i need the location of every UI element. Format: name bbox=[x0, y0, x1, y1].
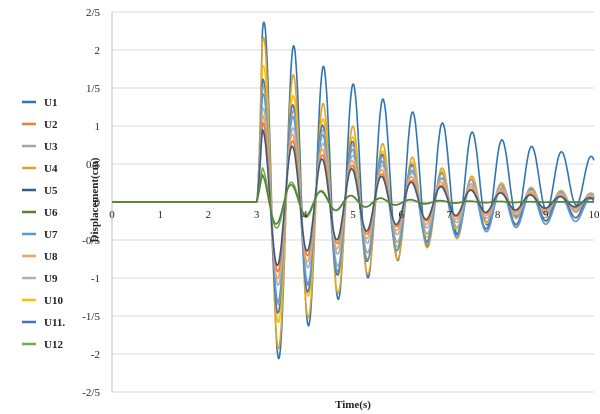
y-tick-label: -0/5 bbox=[82, 235, 100, 247]
y-tick-label: -2 bbox=[91, 349, 100, 361]
legend-label: U3 bbox=[44, 141, 58, 153]
y-tick-label: 2/5 bbox=[86, 7, 101, 19]
legend-label: U5 bbox=[44, 185, 58, 197]
x-tick-label: 6 bbox=[398, 209, 404, 221]
y-tick-label: -2/5 bbox=[82, 387, 100, 399]
y-tick-label: 0 bbox=[95, 197, 101, 209]
x-tick-label: 5 bbox=[350, 209, 356, 221]
legend-label: U4 bbox=[44, 163, 58, 175]
x-tick-label: 9 bbox=[543, 209, 549, 221]
x-axis-title: Time(s) bbox=[335, 399, 371, 411]
x-tick-label: 1 bbox=[157, 209, 163, 221]
y-axis-title: Displacement(cm) bbox=[89, 157, 101, 242]
series-lines bbox=[111, 21, 595, 360]
x-tick-label: 8 bbox=[495, 209, 501, 221]
legend-label: U6 bbox=[44, 207, 58, 219]
y-tick-label: 1 bbox=[95, 121, 101, 133]
x-tick-label: 7 bbox=[447, 209, 453, 221]
x-tick-label: 3 bbox=[254, 209, 260, 221]
series-line-u6 bbox=[111, 173, 595, 225]
x-tick-label: 4 bbox=[302, 209, 308, 221]
y-tick-label: -1/5 bbox=[82, 311, 100, 323]
x-tick-label: 10 bbox=[589, 209, 600, 221]
legend-label: U2 bbox=[44, 119, 58, 131]
series-line-u1 bbox=[111, 21, 595, 360]
legend: U1 U2 U3 U4 U5 U6 U7 U8 U9 U10 U11. U12 bbox=[22, 97, 65, 351]
x-tick-label: 2 bbox=[206, 209, 212, 221]
y-tick-label: 1/5 bbox=[86, 83, 101, 95]
legend-label: U8 bbox=[44, 251, 58, 263]
y-tick-label: 2 bbox=[95, 45, 101, 57]
legend-label: U11. bbox=[44, 317, 65, 329]
legend-label: U12 bbox=[44, 339, 63, 351]
legend-label: U1 bbox=[44, 97, 57, 109]
y-tick-label: -1 bbox=[91, 273, 100, 285]
y-tick-label: 0/5 bbox=[86, 159, 101, 171]
tick-labels: -2/5 -2 -1/5 -1 -0/5 0 0/5 1 1/5 2 2/5 0 1 2 3 4 5 6 7 8 9 10 bbox=[82, 7, 600, 399]
legend-label: U10 bbox=[44, 295, 63, 307]
x-tick-label: 0 bbox=[109, 209, 115, 221]
legend-label: U7 bbox=[44, 229, 58, 241]
legend-label: U9 bbox=[44, 273, 58, 285]
